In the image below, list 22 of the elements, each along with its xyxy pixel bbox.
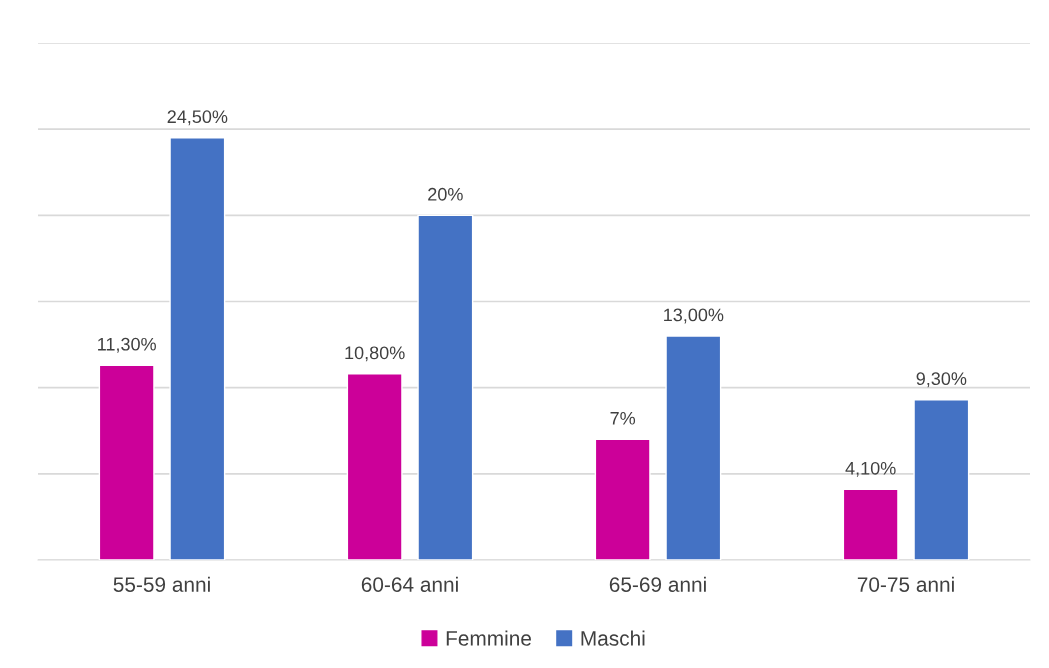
x-tick-label: 60-64 anni bbox=[361, 576, 458, 592]
bar bbox=[913, 399, 970, 560]
bar bbox=[169, 137, 226, 560]
bar bbox=[346, 373, 403, 560]
data-label: 20% bbox=[428, 187, 463, 201]
bar bbox=[594, 438, 651, 560]
data-label: 13,00% bbox=[664, 308, 724, 324]
data-label: 11,30% bbox=[98, 337, 156, 353]
x-tick-label: 70-75 anni bbox=[857, 576, 954, 592]
data-label: 24,50% bbox=[167, 110, 228, 126]
legend-label: Femmine bbox=[446, 630, 531, 646]
bar bbox=[842, 488, 899, 560]
bar bbox=[665, 335, 722, 560]
data-label: 9,30% bbox=[916, 372, 967, 388]
legend-label: Maschi bbox=[581, 630, 645, 646]
x-tick-label: 55-59 anni bbox=[113, 576, 210, 592]
data-label: 4,10% bbox=[845, 461, 896, 477]
data-label: 10,80% bbox=[345, 346, 405, 362]
data-label: 7% bbox=[610, 411, 636, 425]
x-tick-label: 65-69 anni bbox=[609, 576, 706, 592]
bar bbox=[417, 214, 474, 560]
bar bbox=[98, 364, 155, 560]
